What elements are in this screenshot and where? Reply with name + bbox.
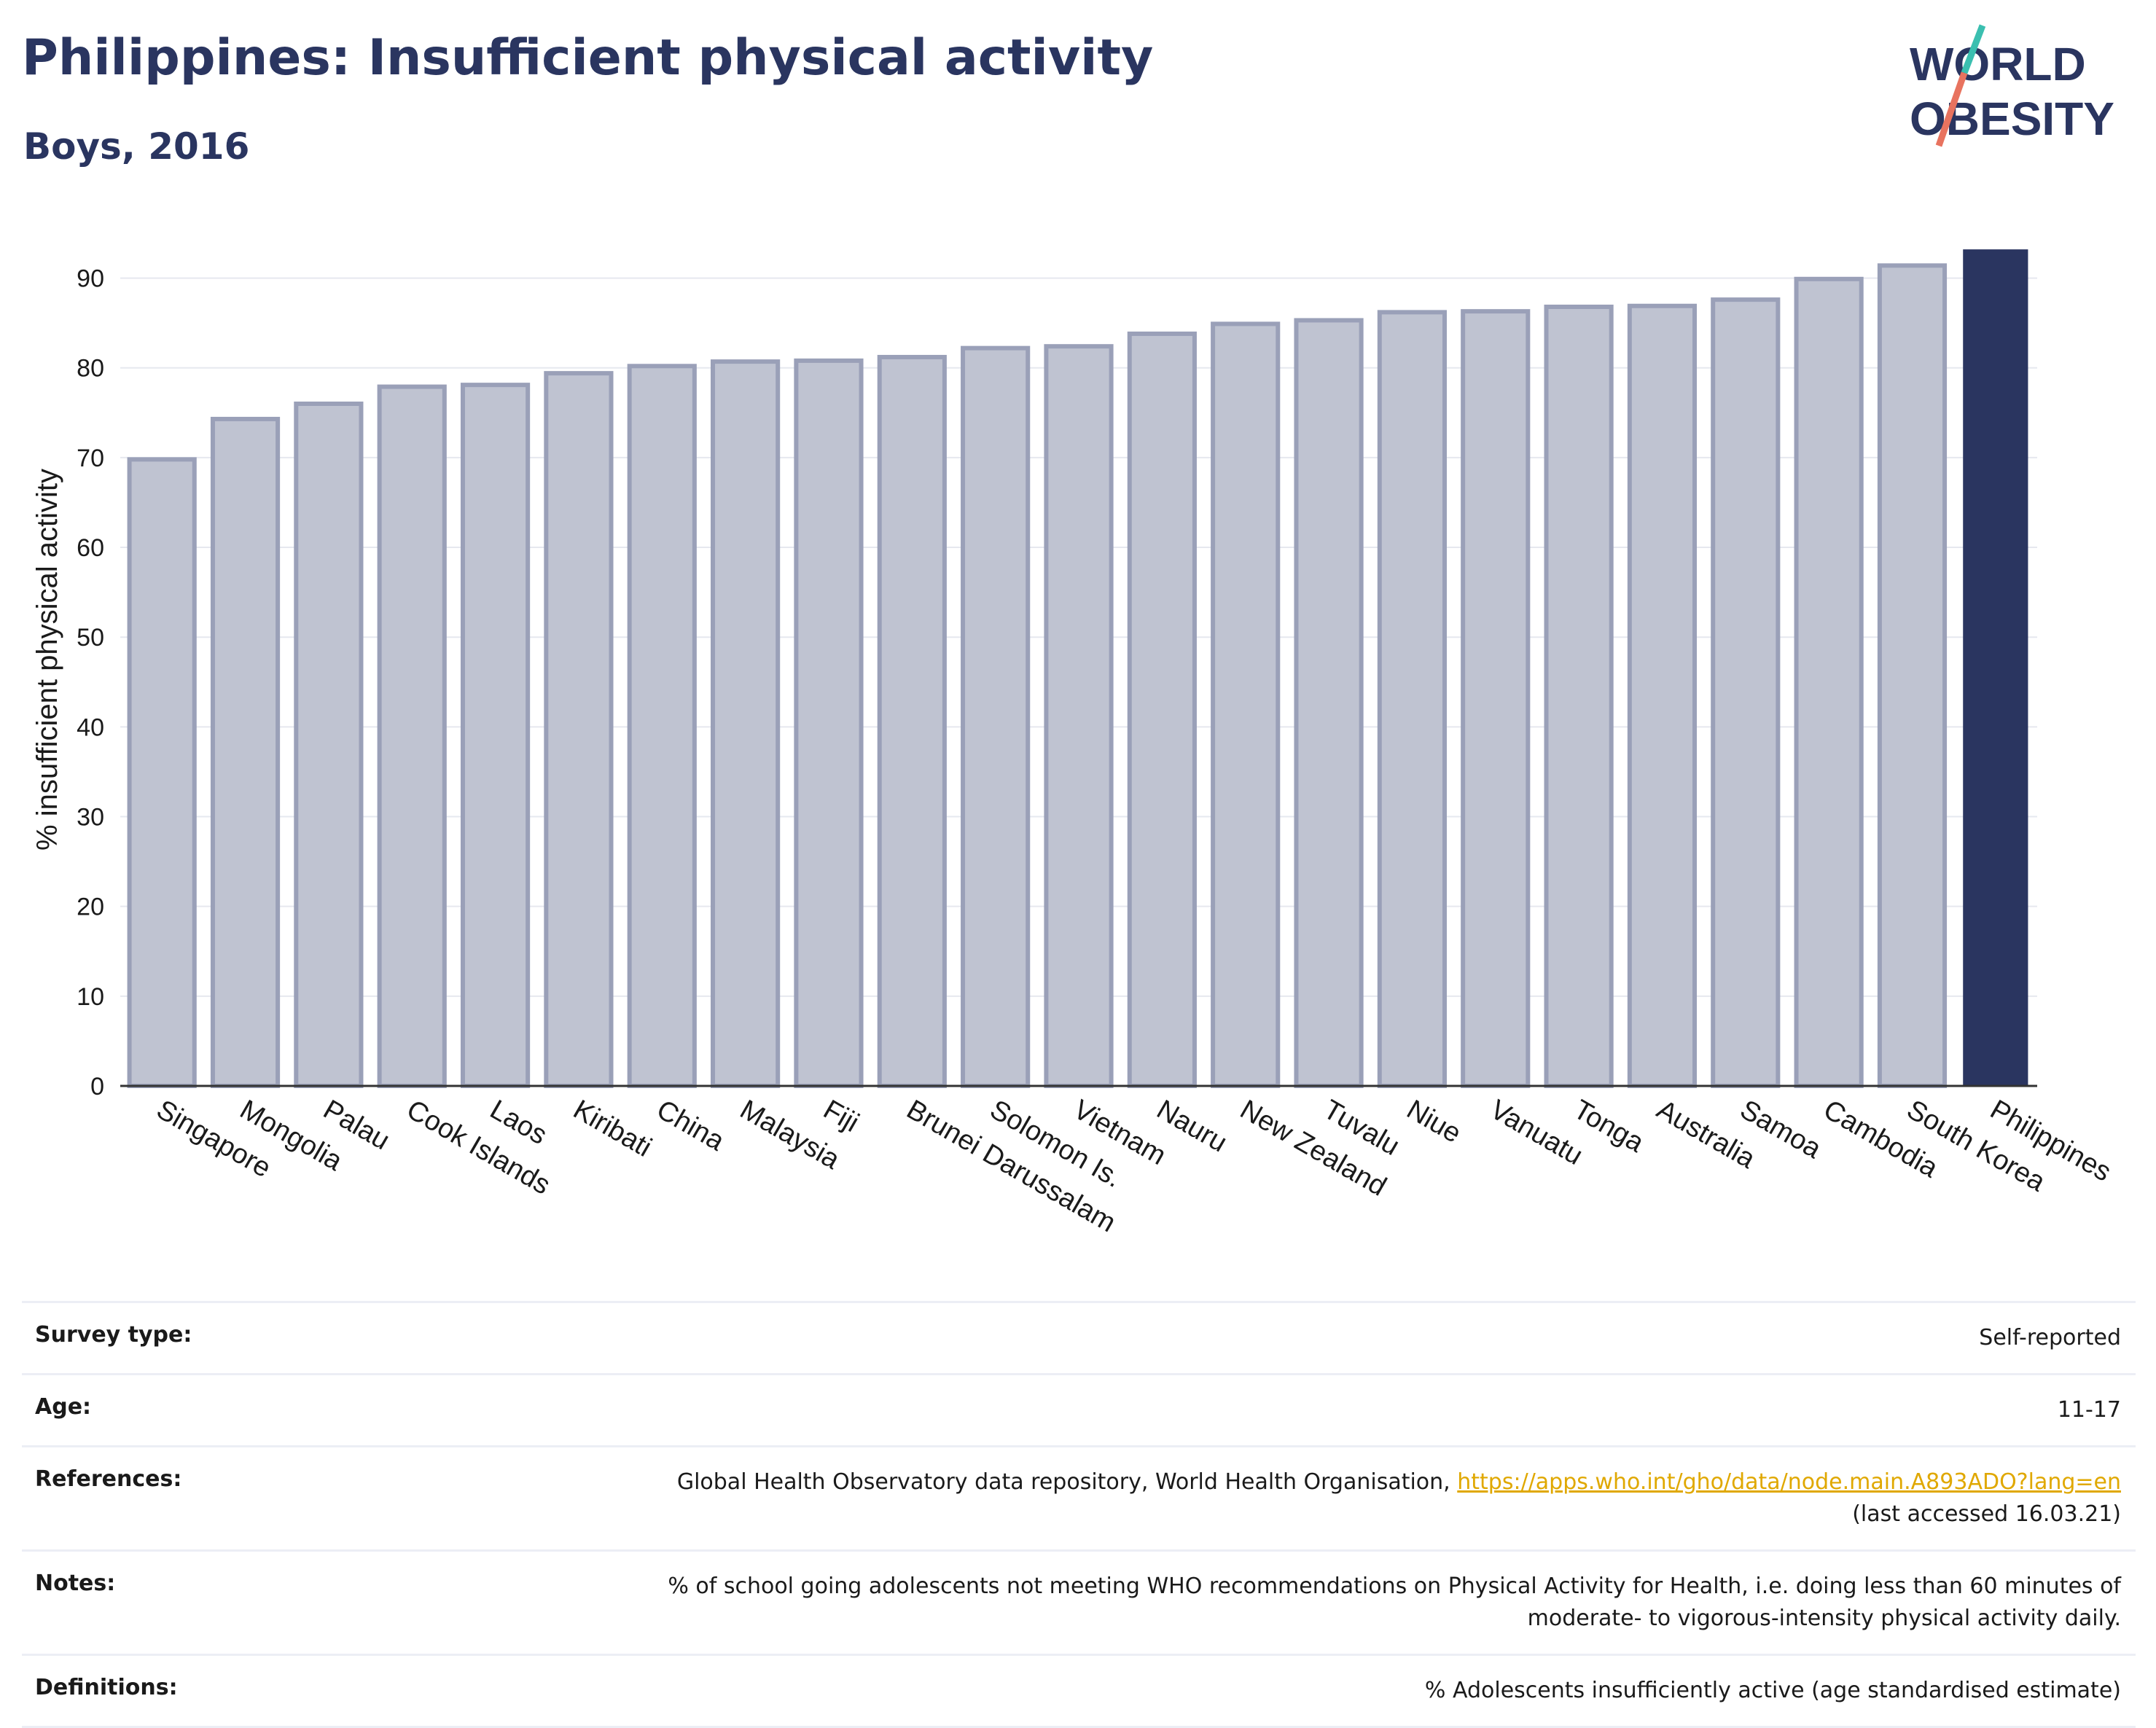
y-tick-label: 50 (77, 624, 104, 652)
survey-type-value: Self-reported (1979, 1325, 2121, 1350)
meta-row-definitions: Definitions: % Adolescents insufficientl… (22, 1654, 2136, 1728)
bar (1044, 344, 1114, 1088)
references-link[interactable]: https://apps.who.int/gho/data/node.main.… (1457, 1469, 2121, 1495)
definitions-value: % Adolescents insufficiently active (age… (1424, 1678, 2121, 1703)
notes-value: % of school going adolescents not meetin… (268, 1571, 2121, 1635)
meta-row-references: References: Global Health Observatory da… (22, 1445, 2136, 1549)
meta-row-age: Age: 11-17 (22, 1373, 2136, 1445)
logo-slash-coral (1935, 71, 1968, 147)
x-tick-label: Vanuatu (1485, 1094, 1587, 1171)
y-tick-label: 70 (77, 445, 104, 472)
y-tick-label: 40 (77, 714, 104, 741)
metadata-table: Survey type: Self-reported Age: 11-17 Re… (22, 1301, 2136, 1728)
bar (1211, 321, 1281, 1088)
age-value: 11-17 (2057, 1397, 2121, 1423)
bar (1794, 276, 1864, 1088)
y-tick-label: 80 (77, 355, 104, 383)
meta-row-notes: Notes: % of school going adolescents not… (22, 1549, 2136, 1654)
bar (1544, 304, 1614, 1088)
references-value: Global Health Observatory data repositor… (268, 1466, 2121, 1530)
y-tick-label: 30 (77, 804, 104, 832)
bar (1963, 249, 2028, 1086)
notes-label: Notes: (35, 1571, 116, 1596)
bar-chart: 0102030405060708090SingaporeMongoliaPala… (31, 249, 2116, 1238)
bar (1294, 318, 1364, 1089)
world-obesity-logo: WORLD OBESITY (1910, 24, 2114, 147)
bar (377, 384, 447, 1088)
bar (1627, 303, 1698, 1088)
bar (544, 371, 614, 1088)
notes-line2: moderate- to vigorous-intensity physical… (1527, 1606, 2121, 1631)
chart-title: Philippines: Insufficient physical activ… (22, 29, 1154, 87)
notes-line1: % of school going adolescents not meetin… (668, 1573, 2121, 1599)
x-tick-label: Kiribati (568, 1094, 657, 1162)
references-text: Global Health Observatory data repositor… (676, 1469, 1450, 1495)
y-axis-label: % insufficient physical activity (31, 469, 63, 851)
bar (210, 416, 281, 1088)
x-tick-label: Fiji (818, 1094, 864, 1138)
chart-subtitle: Boys, 2016 (23, 125, 250, 168)
logo-line1: WORLD (1910, 38, 2086, 90)
y-tick-label: 90 (77, 265, 104, 293)
y-tick-label: 20 (77, 894, 104, 921)
bar (627, 364, 697, 1088)
bar (1127, 331, 1197, 1088)
y-tick-label: 0 (90, 1073, 104, 1100)
x-tick-label: Niue (1402, 1094, 1466, 1149)
age-label: Age: (35, 1394, 92, 1420)
bar (794, 358, 864, 1088)
survey-type-label: Survey type: (35, 1322, 192, 1348)
references-label: References: (35, 1466, 182, 1492)
references-accessed: (last accessed 16.03.21) (1852, 1501, 2121, 1527)
bar (1711, 297, 1781, 1088)
meta-row-survey-type: Survey type: Self-reported (22, 1301, 2136, 1373)
y-tick-label: 10 (77, 983, 104, 1011)
y-tick-label: 60 (77, 534, 104, 562)
bar (961, 345, 1031, 1089)
definitions-label: Definitions: (35, 1675, 178, 1700)
bar (294, 402, 364, 1088)
bar (460, 383, 531, 1088)
bar (1877, 263, 1948, 1089)
logo-slash-teal (1961, 24, 1986, 74)
bar (127, 457, 197, 1088)
bar (877, 354, 947, 1088)
bar (1377, 310, 1447, 1089)
x-tick-label: China (652, 1094, 730, 1157)
bar (711, 359, 781, 1088)
bar (1461, 309, 1531, 1089)
